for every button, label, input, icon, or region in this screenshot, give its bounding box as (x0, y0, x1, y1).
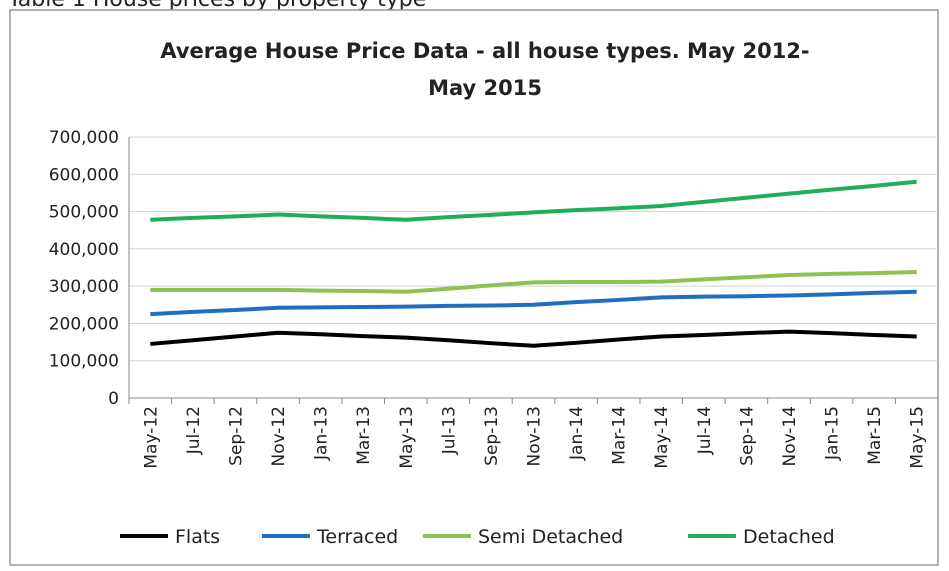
x-tick-label: May-14 (652, 406, 672, 469)
legend-label: Terraced (316, 526, 398, 548)
x-tick-label: Mar-15 (865, 406, 885, 465)
x-tick-label: Mar-13 (354, 406, 374, 465)
y-tick-label: 700,000 (49, 128, 119, 148)
x-tick-label: Sep-12 (226, 406, 246, 466)
chart-frame (9, 9, 939, 566)
chart-title: May 2015 (428, 76, 542, 100)
x-tick-label: Jan-15 (823, 406, 843, 461)
legend-label: Semi Detached (478, 526, 623, 548)
series-line (150, 179, 917, 222)
legend-label: Flats (175, 526, 220, 548)
y-tick-label: 600,000 (49, 165, 119, 185)
x-tick-label: Jul-12 (184, 406, 204, 455)
x-tick-label: Nov-12 (269, 406, 289, 467)
x-tick-label: Jan-13 (312, 406, 332, 461)
series-line (150, 329, 917, 348)
x-tick-label: Nov-13 (525, 406, 545, 467)
chart-title: Average House Price Data - all house typ… (160, 39, 809, 63)
x-tick-label: May-13 (397, 406, 417, 469)
series-line (150, 289, 917, 317)
legend-label: Detached (743, 526, 835, 548)
y-tick-label: 400,000 (49, 240, 119, 260)
y-tick-label: 300,000 (49, 277, 119, 297)
x-tick-label: Jul-14 (695, 406, 715, 455)
y-tick-label: 100,000 (49, 352, 119, 372)
x-tick-label: Jul-13 (439, 406, 459, 455)
x-tick-label: Jan-14 (567, 406, 587, 461)
y-tick-label: 0 (108, 389, 119, 409)
y-tick-label: 200,000 (49, 314, 119, 334)
x-tick-label: Mar-14 (610, 406, 630, 465)
y-tick-label: 500,000 (49, 203, 119, 223)
x-tick-label: Nov-14 (780, 406, 800, 467)
x-tick-label: May-15 (908, 406, 928, 469)
x-tick-label: May-12 (141, 406, 161, 469)
series-line (150, 269, 917, 294)
x-tick-label: Sep-13 (482, 406, 502, 466)
caption: Table 1 House prices by property type (7, 0, 426, 12)
x-tick-label: Sep-14 (737, 406, 757, 466)
